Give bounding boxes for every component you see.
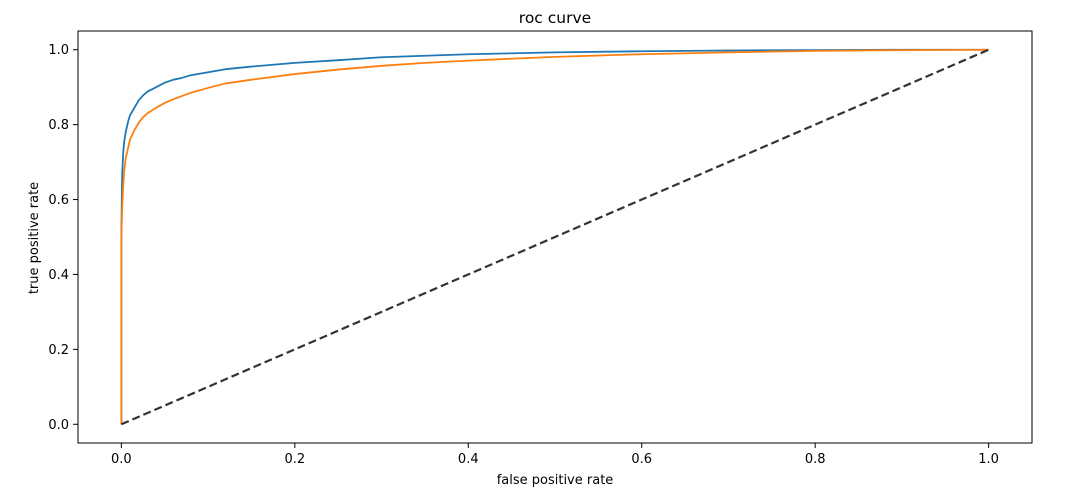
x-axis-label: false positive rate: [497, 473, 614, 488]
x-tick-label: 0.8: [805, 452, 826, 467]
y-tick-label: 0.4: [48, 268, 69, 283]
y-tick-label: 0.0: [48, 418, 69, 433]
axes-frame: [77, 30, 1033, 444]
chance-diagonal-line: [120, 48, 990, 426]
x-axis-ticks: 0.0 0.2 0.4 0.6 0.8 1.0: [111, 443, 999, 467]
x-tick-label: 0.0: [111, 452, 132, 467]
y-axis-label: true positive rate: [27, 182, 42, 294]
y-tick-label: 0.6: [48, 193, 69, 208]
x-tick-label: 0.2: [284, 452, 305, 467]
x-tick-label: 0.4: [458, 452, 479, 467]
chart-title: roc curve: [519, 9, 591, 27]
roc-line-orange: [120, 48, 989, 425]
x-tick-label: 0.6: [631, 452, 652, 467]
y-axis-ticks: 0.0 0.2 0.4 0.6 0.8 1.0: [48, 43, 78, 433]
roc-line-blue: [120, 48, 989, 425]
x-tick-label: 1.0: [978, 452, 999, 467]
y-tick-label: 0.2: [48, 343, 69, 358]
y-tick-label: 1.0: [48, 43, 69, 58]
plot-area: [77, 30, 1033, 444]
y-tick-label: 0.8: [48, 118, 69, 133]
